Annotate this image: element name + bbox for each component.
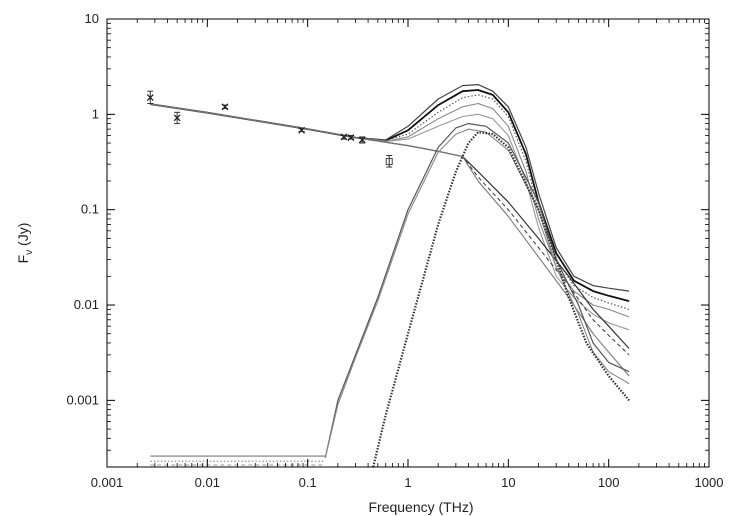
y-tick-label-2: 1 [92, 106, 99, 121]
y-axis-label-unit: (Jy) [15, 223, 31, 250]
x-tick-label-3: 0.1 [299, 475, 317, 490]
data-point-5 [340, 133, 348, 141]
series-line-11 [372, 131, 630, 467]
axes-layer: 0.001 0.01 0.1 1 10 100 1000 10 1 0.1 0.01 0.001 [66, 11, 723, 490]
series-line-9 [324, 123, 630, 458]
y-tick-label-4: 0.01 [74, 297, 99, 312]
observations-layer [146, 90, 393, 168]
series-line-10 [324, 128, 630, 458]
x-tick-label-1: 0.001 [91, 475, 124, 490]
data-point-8 [385, 158, 393, 166]
x-tick-label-5: 10 [501, 475, 515, 490]
y-axis-label-sub: ν [24, 250, 35, 255]
x-tick-label-4: 1 [404, 475, 411, 490]
data-point-7 [358, 136, 366, 144]
data-point-3 [221, 103, 229, 111]
data-point-1 [146, 94, 154, 102]
series-layer [150, 84, 630, 467]
y-tick-label-3: 0.1 [81, 202, 99, 217]
data-point-6 [347, 134, 355, 142]
y-tick-label-5: 0.001 [66, 392, 99, 407]
data-point-2 [173, 114, 181, 122]
x-tick-label-7: 1000 [695, 475, 724, 490]
y-axis-label: Fν (Jy) [15, 223, 35, 264]
x-tick-label-6: 100 [598, 475, 620, 490]
y-axis-label-main: F [15, 255, 31, 264]
data-point-4 [298, 126, 306, 134]
series-line-7 [150, 103, 630, 356]
series-line-8 [150, 103, 630, 377]
x-axis-label: Frequency (THz) [368, 499, 473, 515]
y-tick-label-1: 10 [85, 11, 99, 26]
x-tick-label-2: 0.01 [195, 475, 220, 490]
